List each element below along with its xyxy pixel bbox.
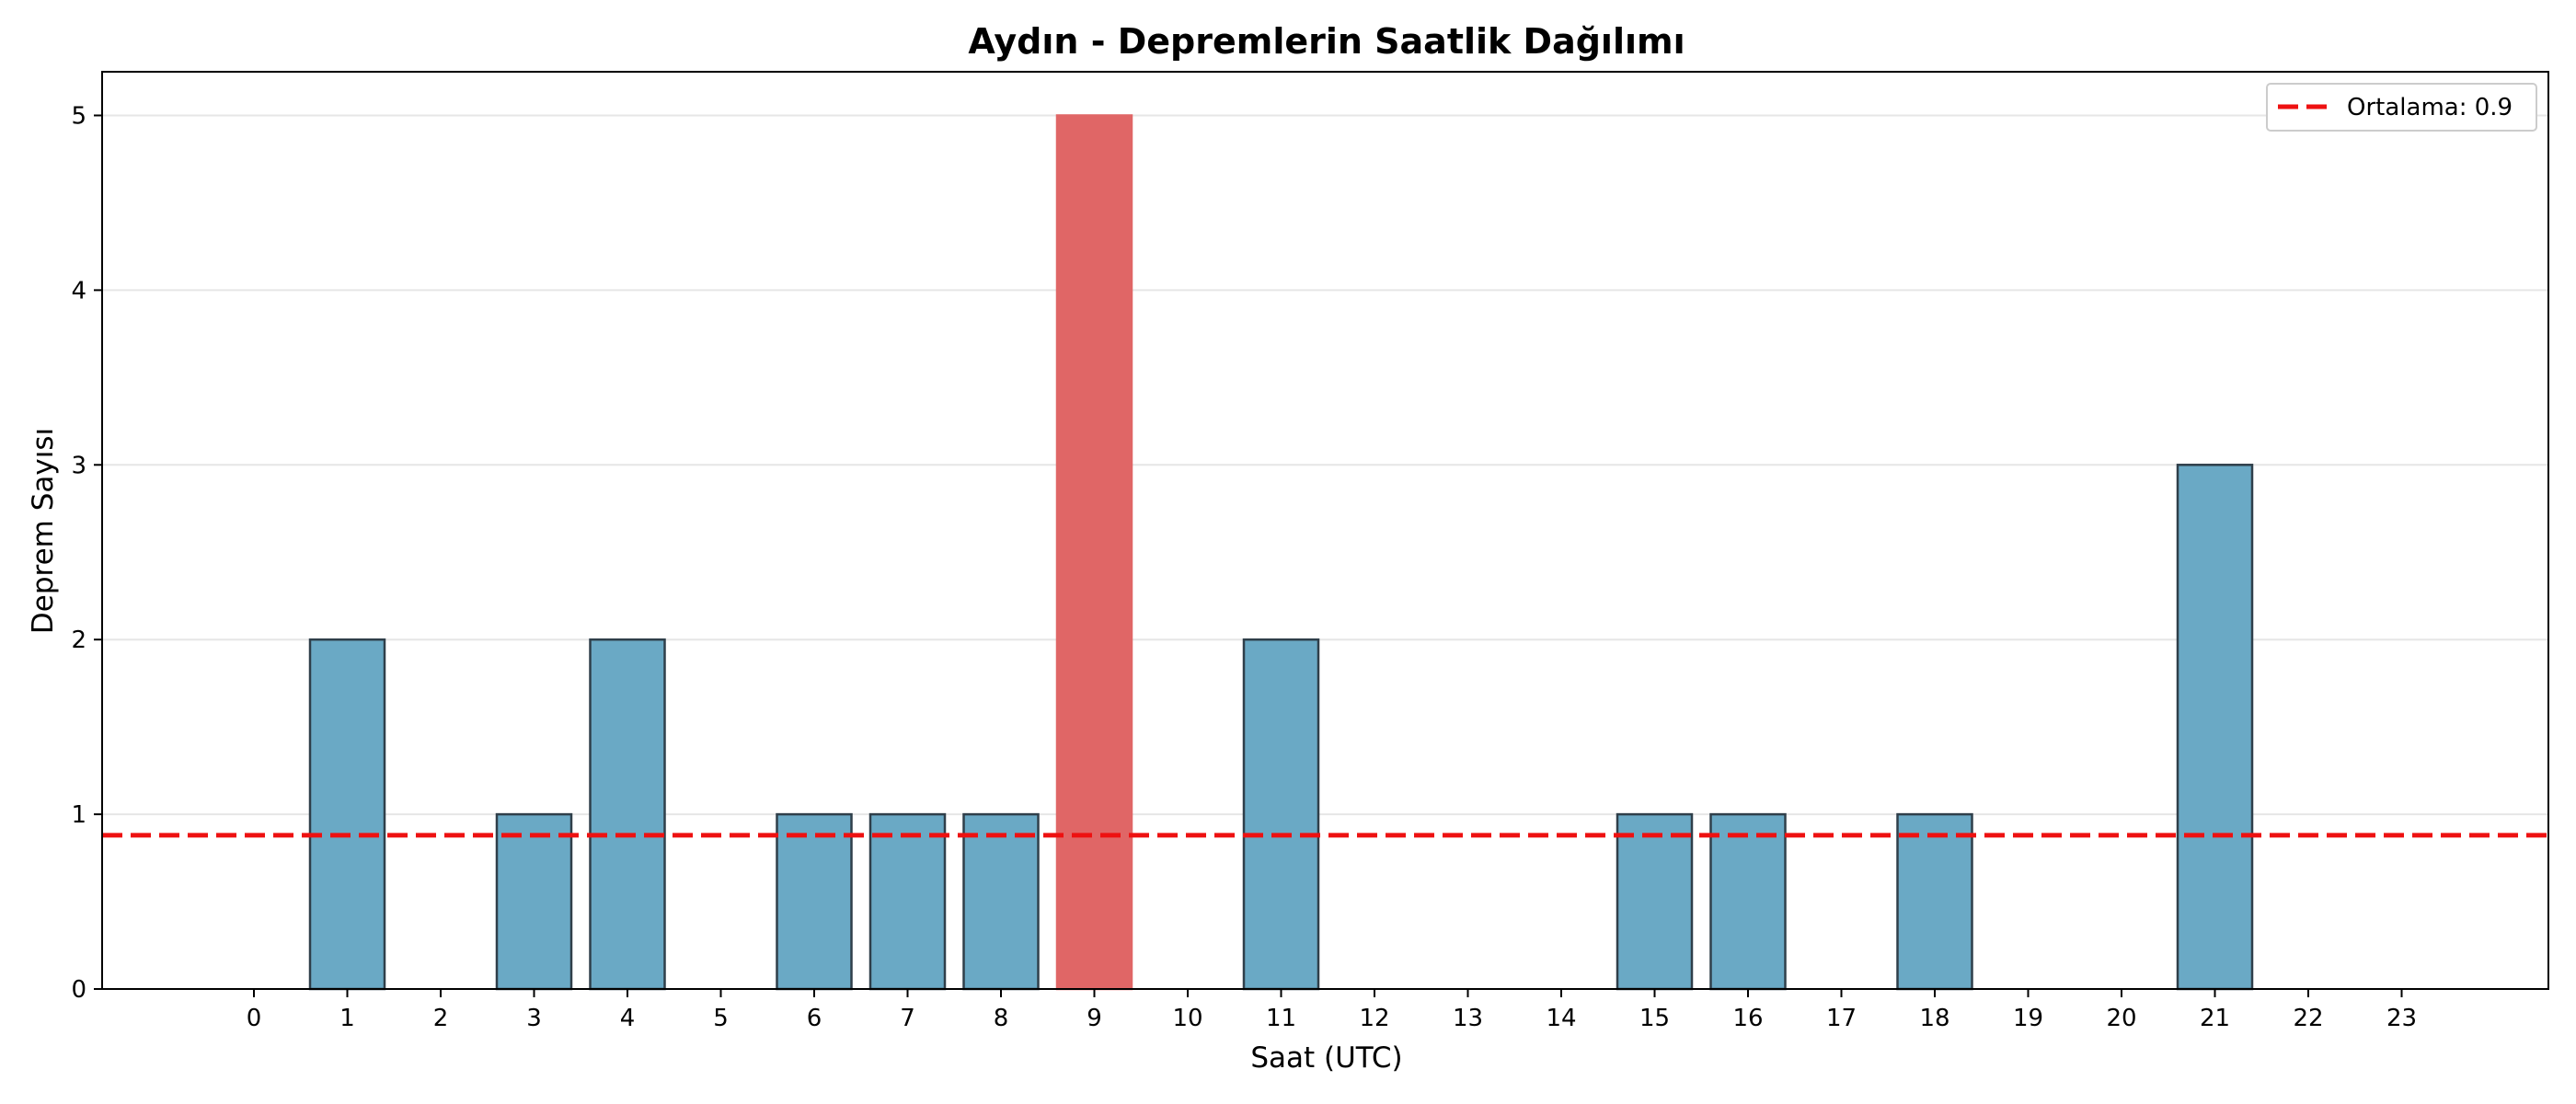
y-tick-label: 0 bbox=[71, 976, 86, 1004]
bar-hour-16 bbox=[1709, 812, 1787, 991]
plot-frame bbox=[101, 71, 2549, 990]
x-tick-label: 1 bbox=[339, 1005, 355, 1032]
x-tick-label: 12 bbox=[1359, 1005, 1389, 1032]
x-tick-label: 8 bbox=[994, 1005, 1009, 1032]
y-tick-label: 3 bbox=[71, 452, 86, 479]
legend-box bbox=[2266, 83, 2537, 132]
y-tick-label: 1 bbox=[71, 801, 86, 829]
x-tick-label: 11 bbox=[1266, 1005, 1296, 1032]
x-tick-label: 7 bbox=[900, 1005, 915, 1032]
y-tick-label: 2 bbox=[71, 627, 86, 654]
bar-hour-4 bbox=[589, 638, 666, 991]
x-tick-label: 17 bbox=[1826, 1005, 1857, 1032]
x-tick-label: 3 bbox=[526, 1005, 542, 1032]
bar-hour-8 bbox=[962, 812, 1040, 991]
bar-hour-7 bbox=[868, 812, 947, 991]
x-tick-label: 0 bbox=[247, 1005, 262, 1032]
y-tick-label: 5 bbox=[71, 102, 86, 130]
x-tick-label: 2 bbox=[433, 1005, 449, 1032]
bar-hour-18 bbox=[1896, 812, 1973, 991]
legend-mean-label: Ortalama: 0.9 bbox=[2347, 94, 2513, 121]
x-ticks: 0 1 2 3 4 5 6 7 8 9 10 11 12 13 14 15 16 17 18 19 20 21 22 23 bbox=[247, 989, 2417, 1032]
x-tick-label: 5 bbox=[713, 1005, 729, 1032]
y-ticks: 0 1 2 3 4 5 bbox=[71, 102, 102, 1004]
x-tick-label: 19 bbox=[2013, 1005, 2043, 1032]
bar-hour-9 bbox=[1055, 114, 1133, 991]
x-tick-label: 15 bbox=[1639, 1005, 1670, 1032]
x-tick-label: 18 bbox=[1919, 1005, 1949, 1032]
bar-hour-15 bbox=[1616, 812, 1694, 991]
x-tick-label: 10 bbox=[1172, 1005, 1202, 1032]
bar-hour-6 bbox=[776, 812, 853, 991]
legend: Ortalama: 0.9 bbox=[2266, 83, 2537, 132]
bar-hour-1 bbox=[308, 638, 386, 991]
bar-hour-3 bbox=[495, 812, 573, 991]
bar-hour-21 bbox=[2176, 464, 2254, 991]
x-tick-label: 16 bbox=[1732, 1005, 1763, 1032]
x-axis-label: Saat (UTC) bbox=[1250, 1041, 1402, 1075]
y-axis-label: Deprem Sayısı bbox=[27, 428, 60, 634]
x-tick-label: 13 bbox=[1453, 1005, 1483, 1032]
x-tick-label: 6 bbox=[807, 1005, 822, 1032]
x-tick-label: 21 bbox=[2200, 1005, 2230, 1032]
x-tick-label: 14 bbox=[1546, 1005, 1576, 1032]
chart-title: Aydın - Depremlerin Saatlik Dağılımı bbox=[968, 21, 1685, 62]
x-tick-label: 23 bbox=[2386, 1005, 2417, 1032]
x-tick-label: 9 bbox=[1087, 1005, 1102, 1032]
y-tick-label: 4 bbox=[71, 277, 86, 305]
bar-hour-11 bbox=[1242, 638, 1320, 991]
x-tick-label: 22 bbox=[2293, 1005, 2323, 1032]
x-tick-label: 20 bbox=[2106, 1005, 2136, 1032]
bars bbox=[308, 114, 2254, 991]
x-tick-label: 4 bbox=[620, 1005, 636, 1032]
